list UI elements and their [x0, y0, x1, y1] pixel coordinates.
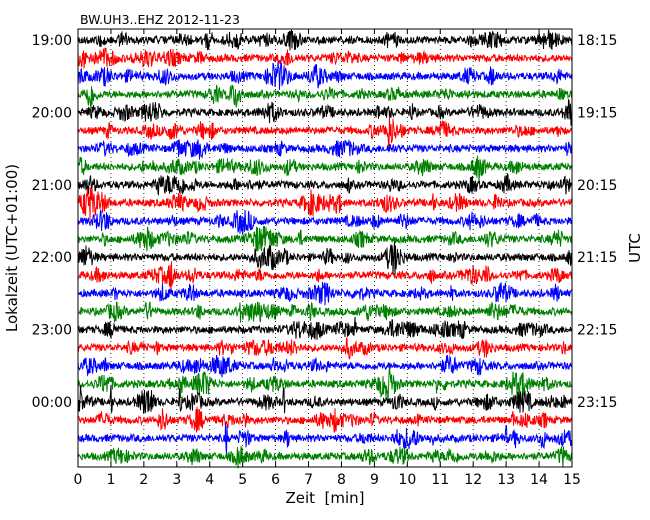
- left-tick-label-5: 00:00: [32, 395, 72, 411]
- x-tick-label-12: 12: [464, 472, 482, 488]
- trace-7: [78, 156, 572, 180]
- trace-8: [78, 174, 572, 194]
- right-axis-label: UTC: [626, 233, 644, 263]
- trace-23: [78, 446, 572, 468]
- x-tick-label-9: 9: [370, 472, 379, 488]
- x-tick-label-15: 15: [563, 472, 581, 488]
- trace-4: [78, 100, 572, 126]
- x-tick-label-0: 0: [74, 472, 83, 488]
- trace-21: [78, 407, 572, 433]
- trace-5: [78, 117, 572, 148]
- trace-1: [78, 48, 572, 69]
- x-tick-label-3: 3: [172, 472, 181, 488]
- trace-10: [78, 210, 572, 235]
- right-axis-ticks: 18:15 19:15 20:15 21:15 22:15 23:15: [566, 33, 617, 411]
- chart-title: BW.UH3..EHZ 2012-11-23: [80, 12, 240, 27]
- trace-6: [78, 139, 572, 159]
- trace-0: [78, 30, 572, 51]
- x-tick-label-11: 11: [431, 472, 449, 488]
- x-tick-label-8: 8: [337, 472, 346, 488]
- x-tick-label-5: 5: [238, 472, 247, 488]
- left-tick-label-2: 21:00: [32, 178, 72, 194]
- right-tick-label-2: 20:15: [577, 178, 617, 194]
- trace-18: [78, 355, 572, 377]
- x-tick-label-6: 6: [271, 472, 280, 488]
- trace-9: [78, 187, 572, 220]
- trace-22: [78, 423, 572, 454]
- trace-16: [78, 317, 572, 340]
- trace-11: [78, 226, 572, 252]
- right-tick-label-5: 23:15: [577, 395, 617, 411]
- left-axis-ticks: 19:00 20:00 21:00 22:00 23:00 00:00: [32, 33, 84, 411]
- right-tick-label-0: 18:15: [577, 33, 617, 49]
- x-tick-label-7: 7: [304, 472, 313, 488]
- left-tick-label-3: 22:00: [32, 250, 72, 266]
- seismic-traces: [78, 30, 572, 469]
- x-axis-label: Zeit [min]: [285, 489, 364, 507]
- right-tick-label-4: 22:15: [577, 323, 617, 339]
- trace-14: [78, 282, 572, 305]
- x-tick-label-4: 4: [205, 472, 214, 488]
- right-tick-label-1: 19:15: [577, 105, 617, 121]
- left-tick-label-1: 20:00: [32, 105, 72, 121]
- x-tick-label-13: 13: [497, 472, 515, 488]
- right-tick-label-3: 21:15: [577, 250, 617, 266]
- x-tick-label-1: 1: [106, 472, 115, 488]
- x-tick-label-14: 14: [530, 472, 548, 488]
- left-axis-label: Lokalzeit (UTC+01:00): [3, 164, 21, 332]
- trace-3: [78, 85, 572, 108]
- trace-20: [78, 385, 572, 413]
- x-tick-label-2: 2: [139, 472, 148, 488]
- left-tick-label-4: 23:00: [32, 323, 72, 339]
- left-tick-label-0: 19:00: [32, 33, 72, 49]
- x-tick-label-10: 10: [398, 472, 416, 488]
- trace-17: [78, 338, 572, 359]
